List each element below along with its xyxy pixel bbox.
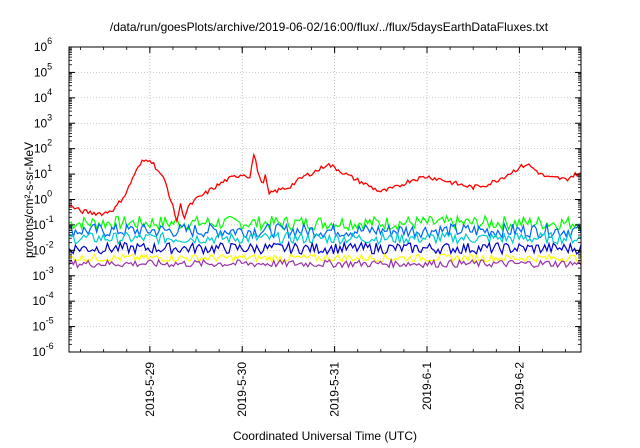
x-tick-label: 2019-5-30 bbox=[235, 362, 249, 417]
y-tick-exponent: 5 bbox=[47, 61, 52, 71]
x-tick-label: 2019-5-29 bbox=[143, 362, 157, 417]
y-tick-exponent: -6 bbox=[46, 341, 54, 351]
y-tick-exponent: 0 bbox=[47, 189, 52, 199]
series-line bbox=[68, 221, 582, 240]
y-tick-exponent: -2 bbox=[46, 239, 54, 249]
x-tick-label: 2019-6-2 bbox=[512, 362, 526, 410]
y-axis: 10-610-510-410-310-210-11001011021031041… bbox=[32, 36, 581, 359]
y-tick-exponent: -3 bbox=[46, 265, 54, 275]
y-tick-exponent: -5 bbox=[46, 316, 54, 326]
grid-lines bbox=[69, 47, 581, 352]
y-tick-exponent: 2 bbox=[47, 138, 52, 148]
y-tick-exponent: -4 bbox=[46, 290, 54, 300]
x-tick-label: 2019-5-31 bbox=[328, 362, 342, 417]
series-line bbox=[68, 257, 582, 270]
series-line bbox=[68, 152, 582, 224]
x-axis: 2019-5-29 2019-5-30 2019-5-31 2019-6-1 2019-… bbox=[80, 47, 567, 417]
y-axis-label: protons/cm²-s-sr-MeV bbox=[22, 142, 36, 258]
series-line bbox=[68, 240, 582, 256]
y-tick-exponent: 1 bbox=[47, 163, 52, 173]
y-tick-exponent: 3 bbox=[47, 112, 52, 122]
y-tick-exponent: 4 bbox=[47, 87, 52, 97]
y-tick-exponent: 6 bbox=[47, 36, 52, 46]
series-line bbox=[68, 230, 582, 246]
series-layer bbox=[68, 152, 582, 270]
series-line bbox=[68, 252, 582, 264]
chart-title: /data/run/goesPlots/archive/2019-06-02/1… bbox=[110, 20, 549, 34]
series-line bbox=[68, 213, 582, 233]
y-tick-exponent: -1 bbox=[46, 214, 54, 224]
x-tick-label: 2019-6-1 bbox=[420, 362, 434, 410]
x-axis-label: Coordinated Universal Time (UTC) bbox=[233, 429, 417, 443]
